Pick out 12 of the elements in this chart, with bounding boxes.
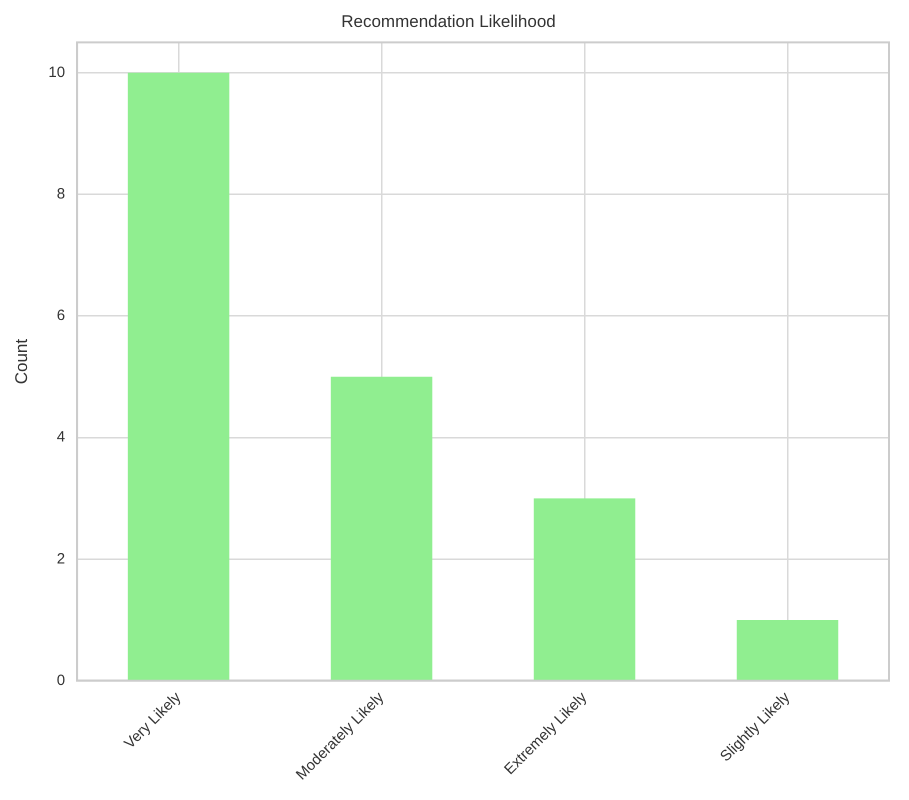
y-tick-label: 10: [48, 64, 66, 81]
y-tick-label: 4: [56, 428, 66, 446]
y-tick-label: 2: [56, 550, 66, 568]
y-tick-label: 0: [56, 672, 66, 689]
y-axis-title: Count: [12, 338, 31, 384]
bar: [736, 620, 838, 680]
bar: [330, 376, 432, 680]
y-tick-label: 6: [56, 307, 66, 324]
bar: [534, 498, 636, 680]
y-tick-label: 8: [56, 186, 66, 203]
bar: [128, 72, 230, 680]
chart-title: Recommendation Likelihood: [341, 12, 556, 31]
